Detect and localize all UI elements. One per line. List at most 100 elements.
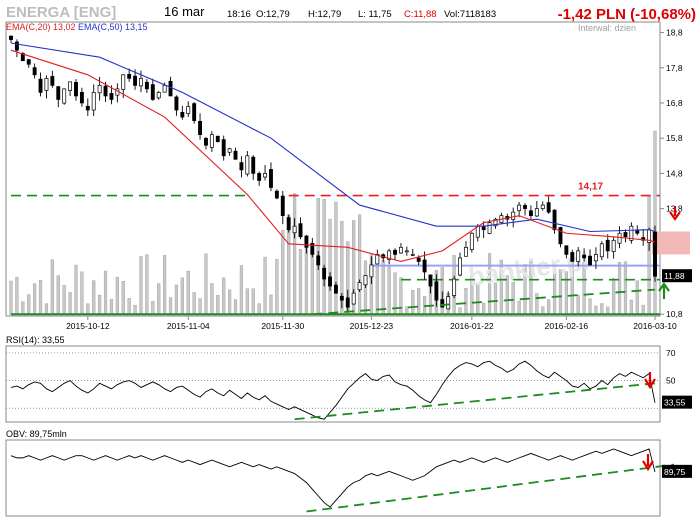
volume-bar xyxy=(458,307,462,317)
volume-bar xyxy=(174,284,179,317)
candle-body xyxy=(328,276,332,287)
ema20-line xyxy=(10,49,656,262)
volume-bar xyxy=(623,261,628,317)
candle-body xyxy=(493,218,498,227)
volume-bar xyxy=(127,298,131,317)
volume-bar xyxy=(145,254,149,317)
volume-bars xyxy=(9,130,657,317)
volume-bar xyxy=(27,294,31,317)
candle-body xyxy=(239,162,244,171)
volume-bar xyxy=(594,305,598,317)
volume-bar xyxy=(139,256,143,317)
candles xyxy=(9,35,657,312)
open-label: O:12,79 xyxy=(256,9,290,20)
candle-body xyxy=(416,257,421,262)
volume-bar xyxy=(180,277,184,317)
volume-bar xyxy=(612,278,616,317)
volume-bar xyxy=(405,306,409,317)
candle-body xyxy=(215,135,220,143)
volume-bar xyxy=(292,193,297,317)
candle-body xyxy=(186,106,191,114)
volume-bar xyxy=(192,292,196,317)
candle-body xyxy=(440,299,445,308)
candle-body xyxy=(428,274,433,287)
volume-bar xyxy=(499,259,503,317)
volume-bar xyxy=(647,195,651,317)
obv-panel-title: OBV: 89,75mln xyxy=(6,429,67,439)
candle-body xyxy=(564,245,569,255)
volume-bar xyxy=(15,276,19,317)
candle-body xyxy=(599,243,604,258)
volume-bar xyxy=(157,283,161,317)
candle-body xyxy=(316,255,321,266)
volume-bar xyxy=(98,294,102,317)
candle-body xyxy=(156,92,161,99)
rsi-tick-label: 70 xyxy=(666,348,676,358)
volume-bar xyxy=(529,258,533,317)
obv-value-label: 89,75 xyxy=(664,467,686,477)
candle-body xyxy=(139,77,143,87)
x-tick-label: 2015-10-12 xyxy=(66,321,110,331)
candle-body xyxy=(9,35,13,40)
candle-body xyxy=(50,76,55,86)
volume-bar xyxy=(363,260,368,317)
candle-body xyxy=(103,85,108,97)
rsi-line xyxy=(10,360,656,420)
candle-body xyxy=(322,267,327,280)
change-label: -1,42 PLN (-10,68%) xyxy=(558,6,696,23)
candle-body xyxy=(204,137,208,146)
volume-bar xyxy=(558,269,563,317)
candle-body xyxy=(334,284,338,294)
candle-body xyxy=(593,254,598,262)
candle-body xyxy=(570,252,575,262)
volume-label: Vol:7118183 xyxy=(444,9,496,20)
x-tick-label: 2015-11-04 xyxy=(167,321,210,331)
candle-body xyxy=(26,59,31,65)
volume-bar xyxy=(346,241,350,317)
candle-body xyxy=(387,250,392,260)
candle-body xyxy=(127,73,132,79)
volume-bar xyxy=(576,295,580,317)
rsi-panel-frame xyxy=(5,345,661,423)
candle-body xyxy=(375,254,380,265)
candle-body xyxy=(410,254,415,256)
rsi-trendline xyxy=(294,382,656,421)
ema50-line xyxy=(10,42,656,233)
volume-bar xyxy=(399,277,403,317)
volume-bar xyxy=(582,262,586,317)
volume-bar xyxy=(151,301,155,317)
volume-bar xyxy=(92,280,96,317)
volume-bar xyxy=(606,306,610,317)
candle-body xyxy=(398,246,403,254)
volume-bar xyxy=(216,295,220,317)
level-label: 14,17 xyxy=(578,182,603,193)
candle-body xyxy=(611,239,616,252)
candle-body xyxy=(487,222,492,234)
volume-bar xyxy=(239,265,244,317)
candle-body xyxy=(74,82,78,97)
candle-body xyxy=(79,92,84,104)
candle-body xyxy=(14,41,19,51)
volume-bar xyxy=(222,277,226,317)
candle-body xyxy=(162,85,167,93)
candle-body xyxy=(91,92,96,111)
candle-body xyxy=(44,77,49,91)
candle-body xyxy=(369,264,374,278)
candle-body xyxy=(641,237,646,241)
volume-bar xyxy=(168,297,173,317)
volume-bar xyxy=(464,288,468,317)
volume-bar xyxy=(629,299,633,317)
uptrend-line xyxy=(312,288,656,316)
volume-bar xyxy=(641,304,645,317)
volume-bar xyxy=(600,303,604,317)
volume-bar xyxy=(493,282,498,317)
volume-bar xyxy=(552,268,557,317)
candle-body xyxy=(458,257,462,276)
last-price-box xyxy=(662,269,692,283)
volume-bar xyxy=(352,220,356,317)
candle-body xyxy=(174,96,179,111)
main-panel-frame xyxy=(5,21,661,317)
volume-bar xyxy=(80,271,84,317)
candle-body xyxy=(68,81,73,91)
